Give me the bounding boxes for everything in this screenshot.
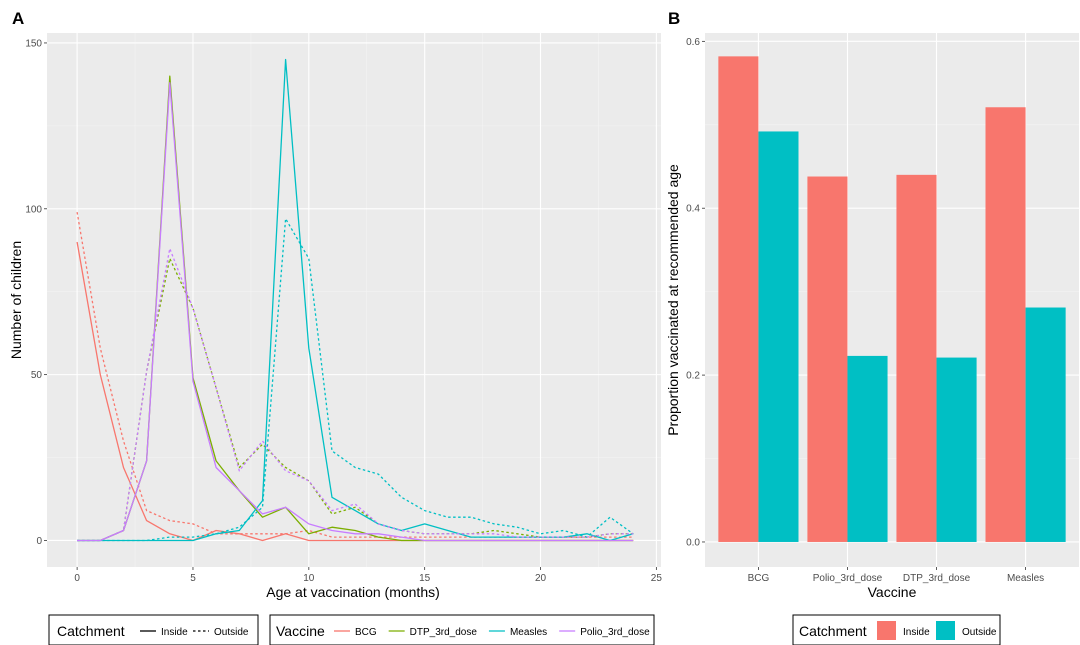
panel-a-x-ticks: 0 5 10 15 20 25 <box>74 567 662 584</box>
panel-b-x-tick-label-polio-3rd-dose: Polio_3rd_dose <box>813 573 883 584</box>
legend-label-polio-3rd-dose: Polio_3rd_dose <box>580 627 650 638</box>
panel-b-y-axis-title: Proportion vaccinated at recommended age <box>665 164 681 436</box>
panel-b-x-tick-label-dtp-3rd-dose: DTP_3rd_dose <box>903 573 971 584</box>
bar-polio-3rd-dose-outside <box>847 355 888 542</box>
legend-outside-swatch <box>936 621 955 640</box>
series-line-measles-outside <box>77 218 634 542</box>
panel-a-x-tick-label: 15 <box>419 573 431 584</box>
legend-label-dtp-3rd-dose: DTP_3rd_dose <box>410 627 478 638</box>
legend-outside-fill-label: Outside <box>962 627 997 638</box>
panel-b-x-tick-label-measles: Measles <box>1007 573 1044 584</box>
panel-a-x-tick-label: 20 <box>535 573 547 584</box>
panel-b-y-tick-label: 0.2 <box>686 371 700 382</box>
bar-polio-3rd-dose-inside <box>807 176 848 542</box>
panel-a-x-tick-label: 10 <box>303 573 315 584</box>
bar-measles-outside <box>1025 307 1066 542</box>
panel-b-y-tick-label: 0.6 <box>686 37 700 48</box>
panel-label-b: B <box>668 9 680 28</box>
catchment-fill-legend: Catchment Inside Outside <box>792 614 1001 645</box>
bar-measles-inside <box>985 107 1026 542</box>
panel-label-a: A <box>12 9 24 28</box>
panel-a-y-tick-label: 100 <box>25 204 42 215</box>
legend-label-bcg: BCG <box>355 627 377 638</box>
panel-a-x-axis-title: Age at vaccination (months) <box>266 584 440 600</box>
panel-b-x-ticks: BCG Polio_3rd_dose DTP_3rd_dose Measles <box>748 567 1044 584</box>
panel-a-background <box>47 33 661 567</box>
vaccine-legend: Vaccine BCG DTP_3rd_dose Measles Polio_3rd_… <box>269 614 655 645</box>
panel-b-bars <box>718 56 1066 542</box>
panel-a-y-tick-label: 50 <box>31 370 43 381</box>
panel-a-x-tick-label: 5 <box>190 573 196 584</box>
panel-a-x-tick-label: 25 <box>651 573 663 584</box>
legend-inside-fill-label: Inside <box>903 627 930 638</box>
vaccine-legend-title: Vaccine <box>276 623 325 639</box>
catchment-fill-legend-title: Catchment <box>799 623 867 639</box>
series-line-polio-3rd-dose-inside <box>77 82 634 542</box>
bar-bcg-outside <box>758 131 799 542</box>
legend-label-measles: Measles <box>510 627 547 638</box>
bar-dtp-3rd-dose-outside <box>936 357 977 542</box>
catchment-line-legend: Catchment Inside Outside <box>48 614 259 645</box>
panel-b-y-tick-label: 0.4 <box>686 204 700 215</box>
legend-inside-label: Inside <box>161 627 188 638</box>
series-line-measles-inside <box>77 58 634 542</box>
panel-a-x-tick-label: 0 <box>74 573 80 584</box>
catchment-legend-title: Catchment <box>57 623 125 639</box>
panel-a-series <box>76 58 634 542</box>
panel-a-y-axis-title: Number of children <box>8 241 24 359</box>
panel-b-y-ticks: 0.0 0.2 0.4 0.6 <box>686 37 705 548</box>
panel-a-y-tick-label: 0 <box>36 536 42 547</box>
panel-a-y-tick-label: 150 <box>25 38 42 49</box>
bar-bcg-inside <box>718 56 759 542</box>
panel-b-y-tick-label: 0.0 <box>686 537 700 548</box>
panel-b-x-tick-label-bcg: BCG <box>748 573 770 584</box>
panel-a-y-ticks: 0 50 100 150 <box>25 38 47 547</box>
bar-dtp-3rd-dose-inside <box>896 174 937 542</box>
legend-inside-swatch <box>877 621 896 640</box>
legend-outside-label: Outside <box>214 627 249 638</box>
series-line-dtp-3rd-dose-outside <box>77 257 634 542</box>
panel-b-x-axis-title: Vaccine <box>868 584 917 600</box>
